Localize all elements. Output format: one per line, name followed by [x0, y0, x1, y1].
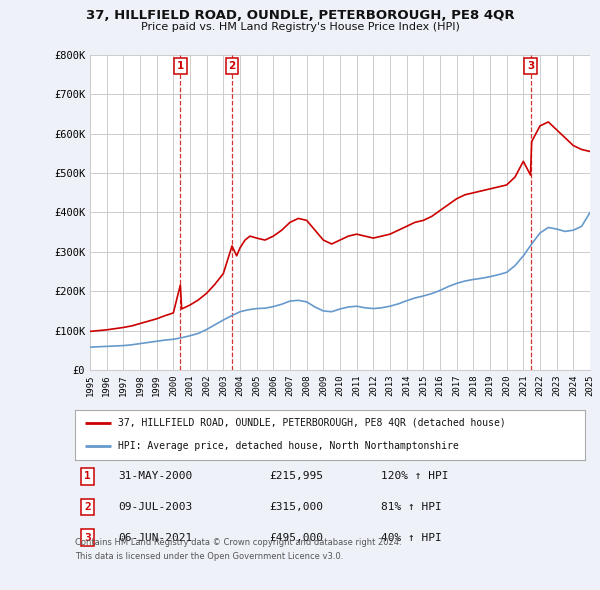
Text: This data is licensed under the Open Government Licence v3.0.: This data is licensed under the Open Gov… — [75, 552, 343, 561]
Text: 1: 1 — [85, 471, 91, 481]
Text: Price paid vs. HM Land Registry's House Price Index (HPI): Price paid vs. HM Land Registry's House … — [140, 22, 460, 32]
Text: 3: 3 — [527, 61, 534, 71]
Text: 2: 2 — [85, 502, 91, 512]
Text: HPI: Average price, detached house, North Northamptonshire: HPI: Average price, detached house, Nort… — [118, 441, 459, 451]
Text: 31-MAY-2000: 31-MAY-2000 — [118, 471, 193, 481]
Text: 1: 1 — [177, 61, 184, 71]
Text: 3: 3 — [85, 533, 91, 543]
Text: 37, HILLFIELD ROAD, OUNDLE, PETERBOROUGH, PE8 4QR: 37, HILLFIELD ROAD, OUNDLE, PETERBOROUGH… — [86, 9, 514, 22]
Text: 40% ↑ HPI: 40% ↑ HPI — [381, 533, 442, 543]
Text: £215,995: £215,995 — [269, 471, 323, 481]
Text: £495,000: £495,000 — [269, 533, 323, 543]
Text: Contains HM Land Registry data © Crown copyright and database right 2024.: Contains HM Land Registry data © Crown c… — [75, 538, 401, 547]
Text: 120% ↑ HPI: 120% ↑ HPI — [381, 471, 449, 481]
Text: 37, HILLFIELD ROAD, OUNDLE, PETERBOROUGH, PE8 4QR (detached house): 37, HILLFIELD ROAD, OUNDLE, PETERBOROUGH… — [118, 418, 506, 428]
Text: £315,000: £315,000 — [269, 502, 323, 512]
Text: 09-JUL-2003: 09-JUL-2003 — [118, 502, 193, 512]
Text: 81% ↑ HPI: 81% ↑ HPI — [381, 502, 442, 512]
Text: 2: 2 — [229, 61, 236, 71]
Text: 06-JUN-2021: 06-JUN-2021 — [118, 533, 193, 543]
